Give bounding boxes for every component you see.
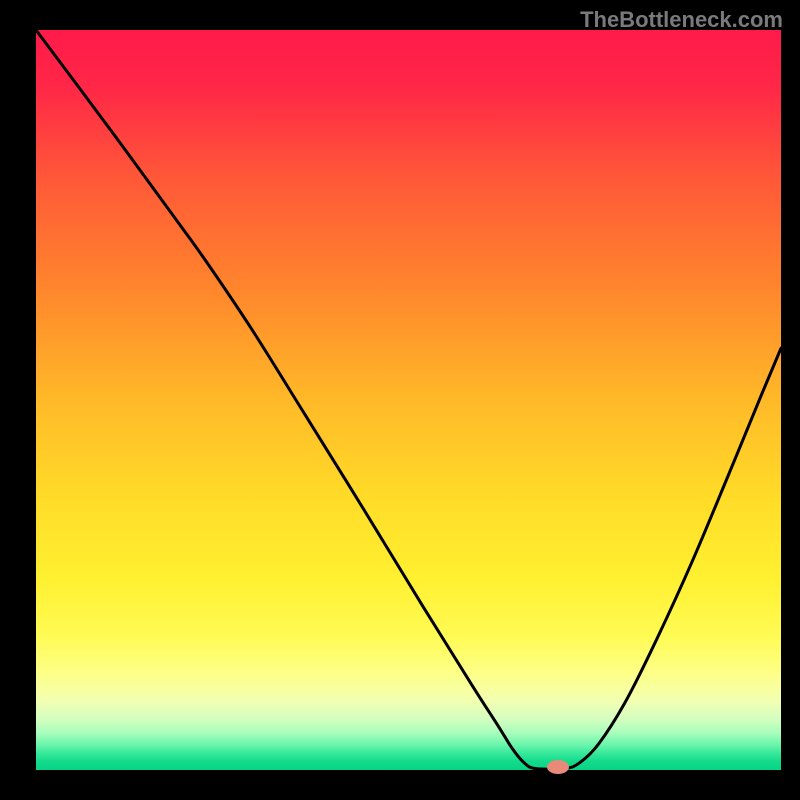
watermark-text: TheBottleneck.com <box>580 7 783 33</box>
chart-container: TheBottleneck.com <box>0 0 800 800</box>
plot-area <box>36 30 781 770</box>
marker-dot <box>547 760 569 774</box>
gradient-background <box>36 30 781 770</box>
